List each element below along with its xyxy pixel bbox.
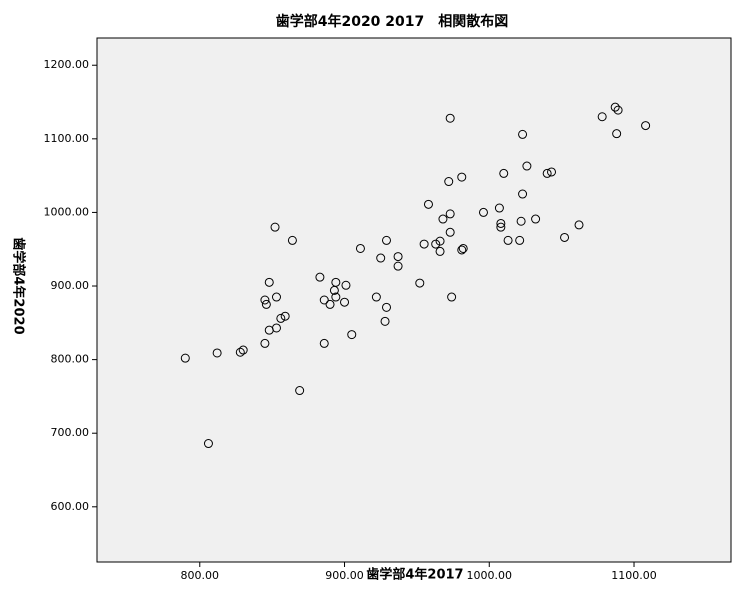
point <box>423 199 433 209</box>
point <box>574 220 584 230</box>
point <box>260 338 270 348</box>
point <box>331 292 341 302</box>
point <box>531 214 541 224</box>
y-tick-label: 1100.00 <box>44 132 90 145</box>
point <box>494 203 504 213</box>
point <box>325 299 335 309</box>
point <box>499 168 509 178</box>
y-tick-label: 1200.00 <box>44 58 90 71</box>
point <box>295 386 305 396</box>
point <box>276 313 286 323</box>
point <box>340 297 350 307</box>
point <box>371 292 381 302</box>
point <box>261 299 271 309</box>
x-tick-label: 1100.00 <box>611 569 657 582</box>
point <box>641 121 651 131</box>
x-axis-title: 歯学部4年2017 <box>366 567 463 583</box>
point <box>315 272 325 282</box>
point <box>212 348 222 358</box>
point <box>478 207 488 217</box>
point <box>457 172 467 182</box>
point <box>347 330 357 340</box>
point <box>613 105 623 115</box>
point <box>271 292 281 302</box>
point <box>610 102 620 112</box>
point <box>180 353 190 363</box>
point <box>380 316 390 326</box>
point <box>457 245 467 255</box>
y-axis-title: 歯学部4年2020 <box>11 237 27 334</box>
point <box>341 280 351 290</box>
point <box>264 277 274 287</box>
point <box>319 338 329 348</box>
point <box>444 177 454 187</box>
y-tick-label: 700.00 <box>51 426 90 439</box>
point <box>270 222 280 232</box>
point <box>331 277 341 287</box>
point <box>515 235 525 245</box>
point <box>355 243 365 253</box>
point <box>516 216 526 226</box>
point <box>235 347 245 357</box>
point <box>612 129 622 139</box>
point <box>419 239 429 249</box>
point <box>445 227 455 237</box>
point <box>597 112 607 122</box>
point <box>203 439 213 449</box>
y-tick-label: 1000.00 <box>44 205 90 218</box>
point <box>445 113 455 123</box>
point <box>496 222 506 232</box>
point <box>435 236 445 246</box>
point <box>438 214 448 224</box>
chart-title: 歯学部4年2020 2017 相関散布図 <box>276 13 509 30</box>
point <box>260 295 270 305</box>
point <box>376 253 386 263</box>
point <box>238 345 248 355</box>
y-tick-label: 900.00 <box>51 279 90 292</box>
point <box>503 235 513 245</box>
point <box>458 243 468 253</box>
x-tick-label: 900.00 <box>325 569 364 582</box>
point <box>560 232 570 242</box>
point <box>447 292 457 302</box>
point <box>271 323 281 333</box>
point <box>435 246 445 256</box>
point <box>445 209 455 219</box>
x-tick-label: 1000.00 <box>467 569 513 582</box>
point <box>280 311 290 321</box>
point <box>496 218 506 228</box>
point <box>319 295 329 305</box>
y-tick-label: 800.00 <box>51 353 90 366</box>
point <box>518 189 528 199</box>
y-tick-label: 600.00 <box>51 500 90 513</box>
point <box>415 278 425 288</box>
x-tick-label: 800.00 <box>181 569 220 582</box>
point <box>522 161 532 171</box>
point <box>542 168 552 178</box>
point <box>393 261 403 271</box>
plot-area <box>96 37 732 563</box>
point <box>518 129 528 139</box>
point <box>393 252 403 262</box>
point <box>547 167 557 177</box>
point <box>381 302 391 312</box>
point <box>287 235 297 245</box>
point <box>381 235 391 245</box>
